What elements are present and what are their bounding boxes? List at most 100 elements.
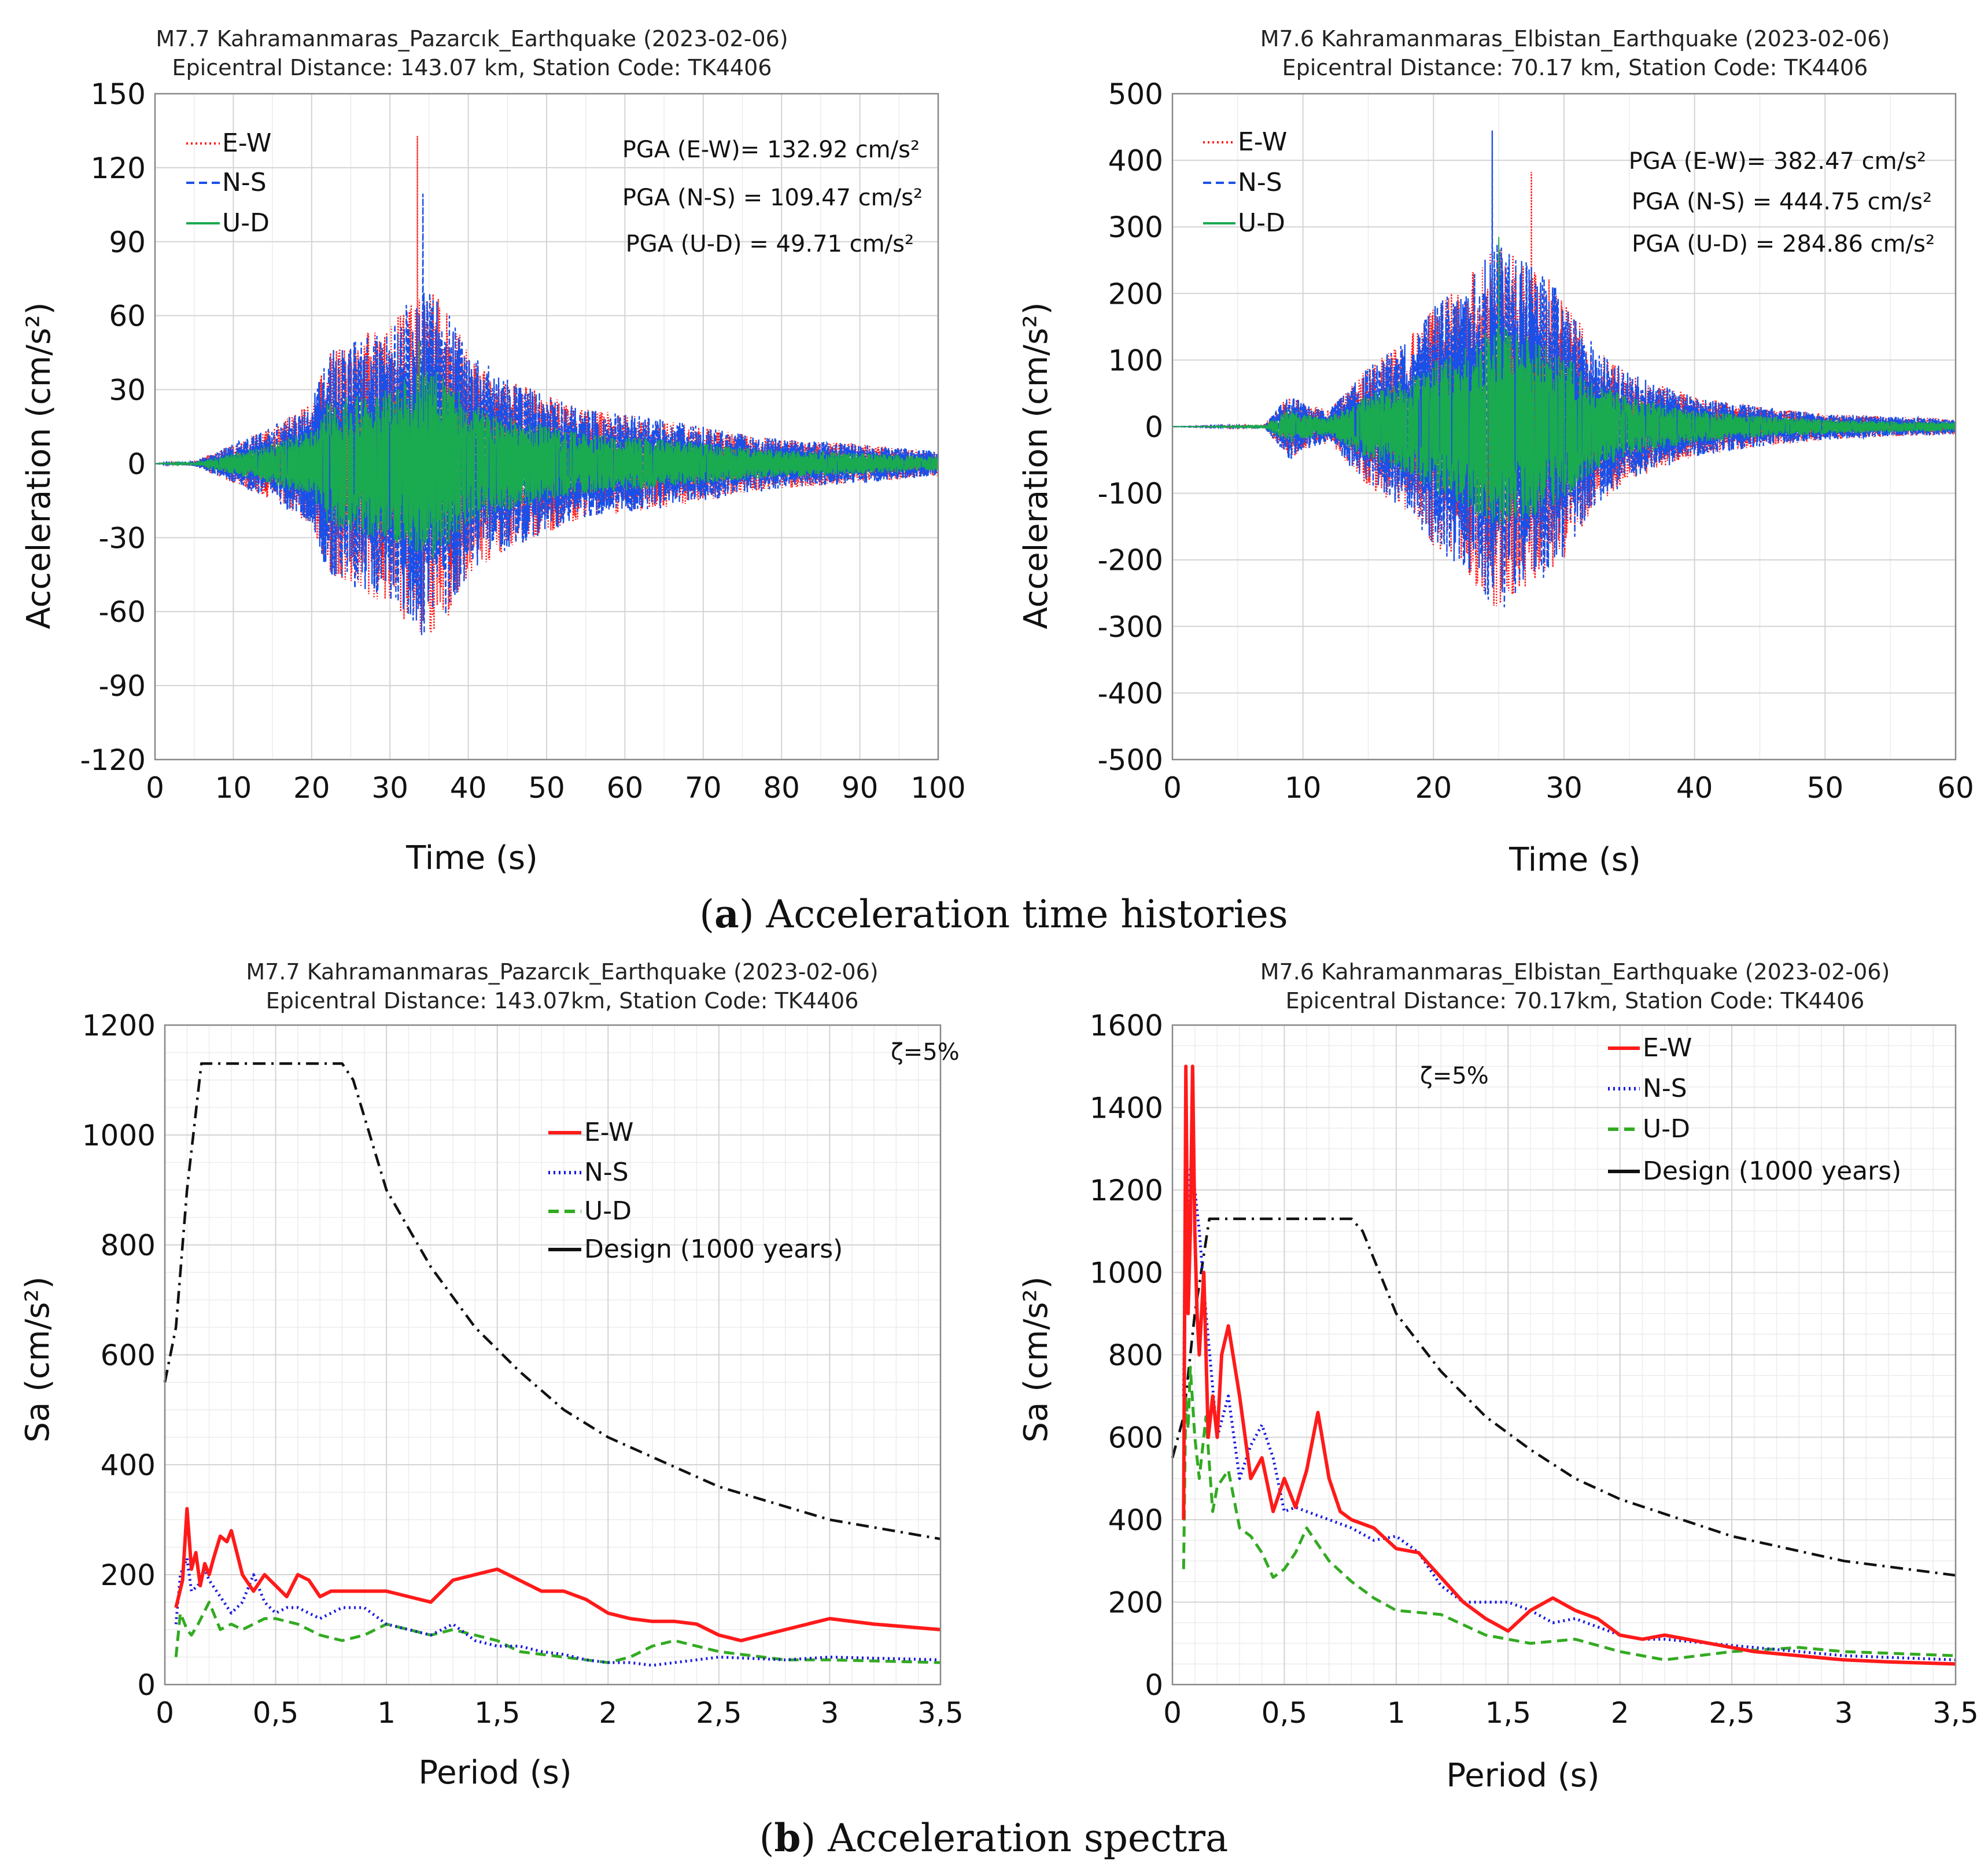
- legend: E-W N-S U-D Design (1000 years): [548, 1118, 843, 1264]
- y-tick-label: 150: [91, 78, 146, 111]
- chart-title: M7.7 Kahramanmaras_Pazarcık_Earthquake (…: [156, 26, 788, 51]
- series-line-n-s: [1182, 1147, 1956, 1661]
- y-axis-label: Sa (cm/s²): [1017, 1276, 1055, 1442]
- plot-area: [163, 1062, 941, 1667]
- y-axis-ticks: 150 120 90 60 30 0 -30 -60 -90 -120: [80, 78, 146, 777]
- x-tick-label: 3: [821, 1696, 839, 1730]
- y-tick-label: 30: [109, 374, 146, 407]
- damping-label: ζ=5%: [1420, 1063, 1489, 1089]
- x-tick-label: 20: [293, 771, 330, 805]
- x-tick-label: 0,5: [253, 1696, 299, 1730]
- y-tick-label: 200: [1108, 277, 1163, 311]
- legend-label-ew: E-W: [1238, 127, 1287, 157]
- legend-label-ud: U-D: [1238, 208, 1285, 238]
- legend: E-W N-S U-D: [1203, 127, 1287, 238]
- y-tick-label: 1200: [82, 1009, 156, 1042]
- y-tick-label: 400: [1108, 144, 1163, 178]
- x-tick-label: 60: [607, 771, 644, 805]
- x-tick-label: 2,5: [696, 1696, 742, 1730]
- chart-title: M7.6 Kahramanmaras_Elbistan_Earthquake (…: [1260, 26, 1890, 51]
- series-line-n-s: [174, 1557, 941, 1667]
- legend-label-ew: E-W: [1643, 1033, 1692, 1063]
- series-line-ud: [1172, 237, 1956, 526]
- y-axis-label: Acceleration (cm/s²): [1017, 302, 1055, 629]
- series-line-u-d: [1182, 1365, 1956, 1661]
- legend-label-ns: N-S: [1643, 1074, 1687, 1103]
- x-tick-label: 10: [1285, 771, 1322, 805]
- chart-subtitle: Epicentral Distance: 70.17 km, Station C…: [1282, 55, 1868, 80]
- plot-area: [1171, 1064, 1956, 1666]
- y-tick-label: -500: [1098, 743, 1163, 777]
- x-tick-label: 40: [450, 771, 487, 805]
- legend-label-ud: U-D: [1643, 1114, 1690, 1144]
- x-axis-ticks: 0 0,5 1 1,5 2 2,5 3 3,5: [156, 1696, 964, 1730]
- x-tick-label: 0: [146, 771, 164, 805]
- x-tick-label: 3,5: [917, 1696, 964, 1730]
- x-tick-label: 3,5: [1932, 1696, 1979, 1730]
- series-line-design-1000-years-: [1171, 1217, 1956, 1577]
- x-tick-label: 0: [1163, 1696, 1182, 1730]
- x-tick-label: 10: [215, 771, 252, 805]
- y-tick-label: 600: [1108, 1421, 1163, 1455]
- x-tick-label: 30: [1546, 771, 1583, 805]
- y-axis-ticks: 1600 1400 1200 1000 800 600 400 200 0: [1090, 1009, 1163, 1702]
- x-axis-label: Period (s): [418, 1754, 571, 1792]
- caption-a-text: Acceleration time histories: [766, 892, 1288, 937]
- y-tick-label: 1200: [1090, 1174, 1163, 1207]
- x-tick-label: 2,5: [1709, 1696, 1755, 1730]
- x-tick-label: 1: [377, 1696, 396, 1730]
- pga-annotation-ns: PGA (N-S) = 109.47 cm/s²: [622, 185, 923, 211]
- y-tick-label: 600: [101, 1339, 156, 1372]
- plot-frame: [164, 1024, 942, 1686]
- pga-annotation-ew: PGA (E-W)= 132.92 cm/s²: [622, 137, 920, 163]
- legend-label-ud: U-D: [222, 208, 270, 238]
- pga-annotation-ew: PGA (E-W)= 382.47 cm/s²: [1629, 148, 1926, 175]
- x-tick-label: 0: [1163, 771, 1182, 805]
- caption-a: (a) Acceleration time histories: [699, 891, 1288, 937]
- legend: E-W N-S U-D Design (1000 years): [1608, 1033, 1901, 1186]
- legend-label-ns: N-S: [584, 1158, 629, 1187]
- legend-label-ew: E-W: [584, 1118, 633, 1147]
- y-tick-label: 400: [101, 1449, 156, 1482]
- plot-area: [1172, 130, 1957, 607]
- x-tick-label: 70: [685, 771, 722, 805]
- series-line-ud: [154, 341, 939, 559]
- panel-elbistan-spectra: M7.6 Kahramanmaras_Elbistan_Earthquake (…: [1017, 959, 1979, 1794]
- y-tick-label: 0: [1145, 411, 1163, 444]
- panel-elbistan-acceleration: M7.6 Kahramanmaras_Elbistan_Earthquake (…: [1017, 26, 1974, 879]
- x-axis-ticks: 0 10 20 30 40 50 60: [1163, 771, 1974, 805]
- y-tick-label: 800: [101, 1229, 156, 1262]
- x-tick-label: 3: [1835, 1696, 1853, 1730]
- y-axis-ticks: 1200 1000 800 600 400 200 0: [82, 1009, 156, 1702]
- y-tick-label: 200: [1108, 1586, 1163, 1620]
- y-tick-label: -100: [1098, 477, 1163, 511]
- y-tick-label: 0: [137, 1668, 156, 1702]
- legend: E-W N-S U-D: [186, 128, 271, 238]
- y-tick-label: -60: [98, 595, 146, 629]
- y-tick-label: -400: [1098, 677, 1163, 710]
- series-line-e-w: [174, 1507, 941, 1642]
- x-tick-label: 40: [1676, 771, 1713, 805]
- x-tick-label: 20: [1415, 771, 1452, 805]
- y-tick-label: 0: [1145, 1668, 1163, 1702]
- chart-subtitle: Epicentral Distance: 143.07km, Station C…: [266, 988, 859, 1014]
- x-tick-label: 50: [1807, 771, 1844, 805]
- y-tick-label: 400: [1108, 1504, 1163, 1537]
- plot-frame: [154, 93, 939, 761]
- plot-frame: [1171, 93, 1957, 761]
- y-tick-label: 60: [109, 300, 146, 333]
- x-axis-label: Period (s): [1446, 1757, 1599, 1794]
- chart-title: M7.7 Kahramanmaras_Pazarcık_Earthquake (…: [246, 959, 878, 985]
- x-axis-ticks: 0 10 20 30 40 50 60 70 80 90 100: [146, 771, 966, 805]
- x-tick-label: 1: [1387, 1696, 1406, 1730]
- y-tick-label: 800: [1108, 1339, 1163, 1372]
- legend-label-design: Design (1000 years): [584, 1235, 843, 1264]
- plot-area: [154, 135, 939, 635]
- plot-frame: [1171, 1024, 1957, 1686]
- y-axis-ticks: 500 400 300 200 100 0 -100 -200 -300 -400 -500: [1098, 78, 1163, 777]
- x-axis-label: Time (s): [1508, 841, 1641, 879]
- caption-b-label: b: [774, 1815, 801, 1860]
- grid: [1172, 1025, 1956, 1685]
- legend-label-ew: E-W: [222, 128, 271, 158]
- chart-subtitle: Epicentral Distance: 143.07 km, Station …: [172, 55, 772, 80]
